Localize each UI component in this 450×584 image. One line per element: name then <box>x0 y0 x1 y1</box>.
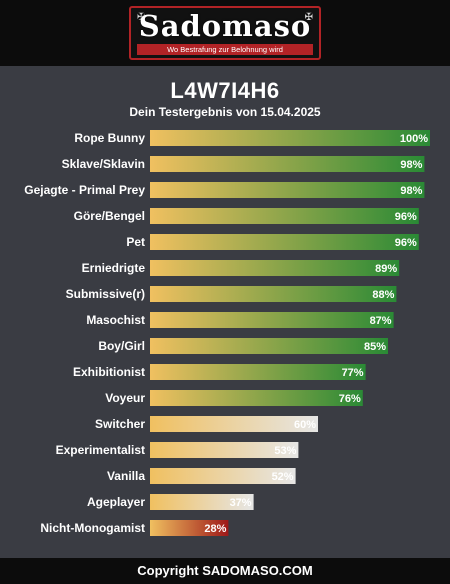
result-code: L4W7I4H6 <box>170 78 280 103</box>
category-label: Vanilla <box>107 469 145 483</box>
category-label: Ageplayer <box>87 495 145 509</box>
value-label: 37% <box>230 497 252 509</box>
result-bar <box>150 260 400 276</box>
logo-tagline: Wo Bestrafung zur Belohnung wird <box>137 44 313 55</box>
category-label: Submissive(r) <box>66 287 145 301</box>
value-label: 52% <box>272 471 294 483</box>
value-label: 60% <box>294 419 316 431</box>
value-label: 96% <box>395 237 417 249</box>
category-label: Switcher <box>95 417 145 431</box>
category-label: Rope Bunny <box>74 131 145 145</box>
category-label: Boy/Girl <box>98 339 145 353</box>
category-label: Exhibitionist <box>73 365 145 379</box>
value-label: 96% <box>395 211 417 223</box>
result-bar <box>150 390 363 406</box>
value-label: 53% <box>274 445 296 457</box>
site-header: ✠ ✠ Sadomaso Wo Bestrafung zur Belohnung… <box>0 0 450 66</box>
category-label: Voyeur <box>105 391 145 405</box>
result-bar <box>150 520 229 536</box>
value-label: 28% <box>204 523 226 535</box>
category-label: Sklave/Sklavin <box>62 157 145 171</box>
value-label: 98% <box>400 185 422 197</box>
site-logo[interactable]: ✠ ✠ Sadomaso Wo Bestrafung zur Belohnung… <box>129 6 321 60</box>
category-label: Göre/Bengel <box>74 209 145 223</box>
category-label: Pet <box>126 235 145 249</box>
result-bar <box>150 416 318 432</box>
result-bar <box>150 182 425 198</box>
result-bar <box>150 494 254 510</box>
value-label: 77% <box>342 367 364 379</box>
category-label: Nicht-Monogamist <box>40 521 145 535</box>
result-bar <box>150 130 430 146</box>
ornament-icon: ✠ <box>137 12 146 23</box>
result-date: Dein Testergebnis von 15.04.2025 <box>129 105 321 119</box>
logo-text: Sadomaso <box>138 9 312 43</box>
result-bar <box>150 468 296 484</box>
result-bar <box>150 442 299 458</box>
result-bar <box>150 364 366 380</box>
copyright-footer: Copyright SADOMASO.COM <box>0 558 450 584</box>
value-label: 85% <box>364 341 386 353</box>
result-bar <box>150 286 397 302</box>
ornament-icon: ✠ <box>304 12 313 23</box>
result-bar <box>150 208 419 224</box>
value-label: 88% <box>372 289 394 301</box>
result-bar <box>150 312 394 328</box>
category-label: Experimentalist <box>56 443 145 457</box>
result-bar <box>150 156 425 172</box>
result-bar <box>150 234 419 250</box>
category-label: Gejagte - Primal Prey <box>24 183 145 197</box>
value-label: 76% <box>339 393 361 405</box>
value-label: 87% <box>370 315 392 327</box>
value-label: 89% <box>375 263 397 275</box>
value-label: 98% <box>400 159 422 171</box>
value-label: 100% <box>400 133 428 145</box>
category-label: Masochist <box>86 313 145 327</box>
category-label: Erniedrigte <box>82 261 146 275</box>
result-bar <box>150 338 388 354</box>
